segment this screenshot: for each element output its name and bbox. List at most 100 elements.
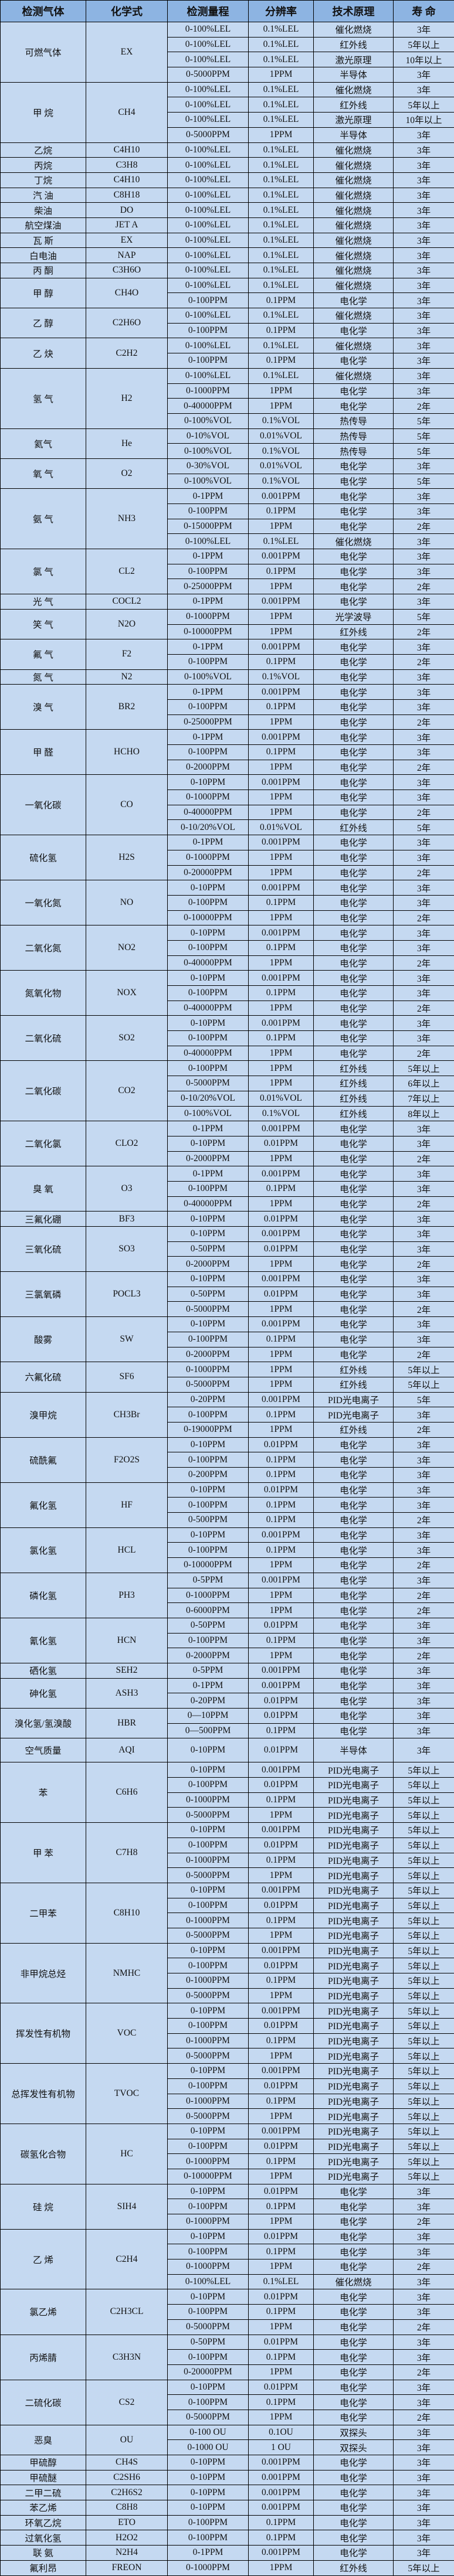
range-cell: 0-100PPM <box>168 654 249 669</box>
lifespan-cell: 3年 <box>394 2380 454 2395</box>
lifespan-cell: 3年 <box>394 504 454 519</box>
gas-name-cell: 硫化氢 <box>1 835 86 880</box>
lifespan-cell: 5年以上 <box>394 2003 454 2019</box>
resolution-cell: 0.1PPM <box>249 745 314 760</box>
principle-cell: 催化燃烧 <box>314 278 394 293</box>
gas-name-cell: 白电油 <box>1 248 86 263</box>
lifespan-cell: 3年 <box>394 639 454 655</box>
formula-cell: SO2 <box>86 1016 168 1061</box>
range-cell: 0-40000PPM <box>168 1001 249 1016</box>
lifespan-cell: 3年 <box>394 534 454 549</box>
range-cell: 0-100%LEL <box>168 142 249 158</box>
range-cell: 0-10PPM <box>168 1016 249 1031</box>
principle-cell: 电化学 <box>314 2500 394 2516</box>
range-cell: 0-100PPM <box>168 1633 249 1648</box>
lifespan-cell: 5年以上 <box>394 1061 454 1076</box>
principle-cell: 催化燃烧 <box>314 2274 394 2289</box>
range-cell: 0-5000PPM <box>168 1302 249 1317</box>
resolution-cell: 0.1PPM <box>249 1513 314 1528</box>
lifespan-cell: 5年以上 <box>394 1377 454 1392</box>
range-cell: 0-1000PPM <box>168 609 249 624</box>
resolution-cell: 1PPM <box>249 67 314 83</box>
formula-cell: C4H10 <box>86 142 168 158</box>
gas-name-cell: 过氧化氢 <box>1 2530 86 2546</box>
range-cell: 0-100PPM <box>168 1543 249 1558</box>
principle-cell: 电化学 <box>314 971 394 986</box>
lifespan-cell: 3年 <box>394 2425 454 2440</box>
lifespan-cell: 3年 <box>394 203 454 218</box>
resolution-cell: 0.1PPM <box>249 1913 314 1928</box>
lifespan-cell: 3年 <box>394 2530 454 2546</box>
lifespan-cell: 2年 <box>394 1001 454 1016</box>
range-cell: 0-100PPM <box>168 1061 249 1076</box>
range-cell: 0-100%LEL <box>168 82 249 97</box>
resolution-cell: 0.001PPM <box>249 489 314 504</box>
resolution-cell: 1PPM <box>249 2364 314 2380</box>
formula-cell: PH3 <box>86 1573 168 1618</box>
resolution-cell: 1PPM <box>249 1603 314 1618</box>
lifespan-cell: 5年以上 <box>394 1988 454 2003</box>
resolution-cell: 1PPM <box>249 2048 314 2064</box>
gas-name-cell: 硒化氢 <box>1 1663 86 1678</box>
principle-cell: 红外线 <box>314 1091 394 1106</box>
formula-cell: EX <box>86 233 168 248</box>
gas-name-cell: 甲硫醚 <box>1 2470 86 2485</box>
lifespan-cell: 3年 <box>394 730 454 745</box>
lifespan-cell: 2年 <box>394 760 454 775</box>
resolution-cell: 0.001PPM <box>249 835 314 850</box>
resolution-cell: 1PPM <box>249 1151 314 1166</box>
gas-name-cell: 乙 醇 <box>1 308 86 338</box>
principle-cell: 电化学 <box>314 925 394 941</box>
resolution-cell: 0.01PPM <box>249 1482 314 1498</box>
range-cell: 0-10PPM <box>168 1823 249 1838</box>
principle-cell: 红外线 <box>314 1076 394 1091</box>
formula-cell: C8H8 <box>86 2500 168 2516</box>
principle-cell: 电化学 <box>314 1332 394 1347</box>
lifespan-cell: 5年 <box>394 428 454 444</box>
resolution-cell: 1PPM <box>249 1928 314 1943</box>
principle-cell: 红外线 <box>314 624 394 639</box>
range-cell: 0-100PPM <box>168 699 249 714</box>
range-cell: 0-5PPM <box>168 1663 249 1678</box>
resolution-cell: 0.1PPM <box>249 1031 314 1046</box>
lifespan-cell: 3年 <box>394 1618 454 1633</box>
resolution-cell: 0.1PPM <box>249 654 314 669</box>
principle-cell: 催化燃烧 <box>314 263 394 278</box>
range-cell: 0-100PPM <box>168 323 249 338</box>
resolution-cell: 0.1%LEL <box>249 308 314 324</box>
resolution-cell: 0.01PPM <box>249 1898 314 1913</box>
formula-cell: N2H4 <box>86 2546 168 2561</box>
principle-cell: 电化学 <box>314 2350 394 2365</box>
resolution-cell: 1PPM <box>249 2109 314 2124</box>
formula-cell: CH4 <box>86 82 168 142</box>
range-cell: 0-10PPM <box>168 1883 249 1898</box>
principle-cell: 催化燃烧 <box>314 308 394 324</box>
range-cell: 0-10PPM <box>168 1136 249 1151</box>
lifespan-cell: 3年 <box>394 685 454 700</box>
range-cell: 0-100%LEL <box>168 2274 249 2289</box>
lifespan-cell: 3年 <box>394 2199 454 2214</box>
resolution-cell: 0.1PPM <box>249 2515 314 2530</box>
formula-cell: N2O <box>86 609 168 639</box>
gas-name-cell: 联 氨 <box>1 2546 86 2561</box>
lifespan-cell: 3年 <box>394 1678 454 1693</box>
range-cell: 0-50PPM <box>168 1618 249 1633</box>
lifespan-cell: 2年 <box>394 1196 454 1212</box>
resolution-cell: 0.1%LEL <box>249 82 314 97</box>
range-cell: 0-10PPM <box>168 1738 249 1762</box>
range-cell: 0-10PPM <box>168 1227 249 1242</box>
range-cell: 0-1000PPM <box>168 383 249 399</box>
principle-cell: 电化学 <box>314 1482 394 1498</box>
formula-cell: CH4O <box>86 278 168 308</box>
lifespan-cell: 5年以上 <box>394 2154 454 2169</box>
lifespan-cell: 3年 <box>394 745 454 760</box>
